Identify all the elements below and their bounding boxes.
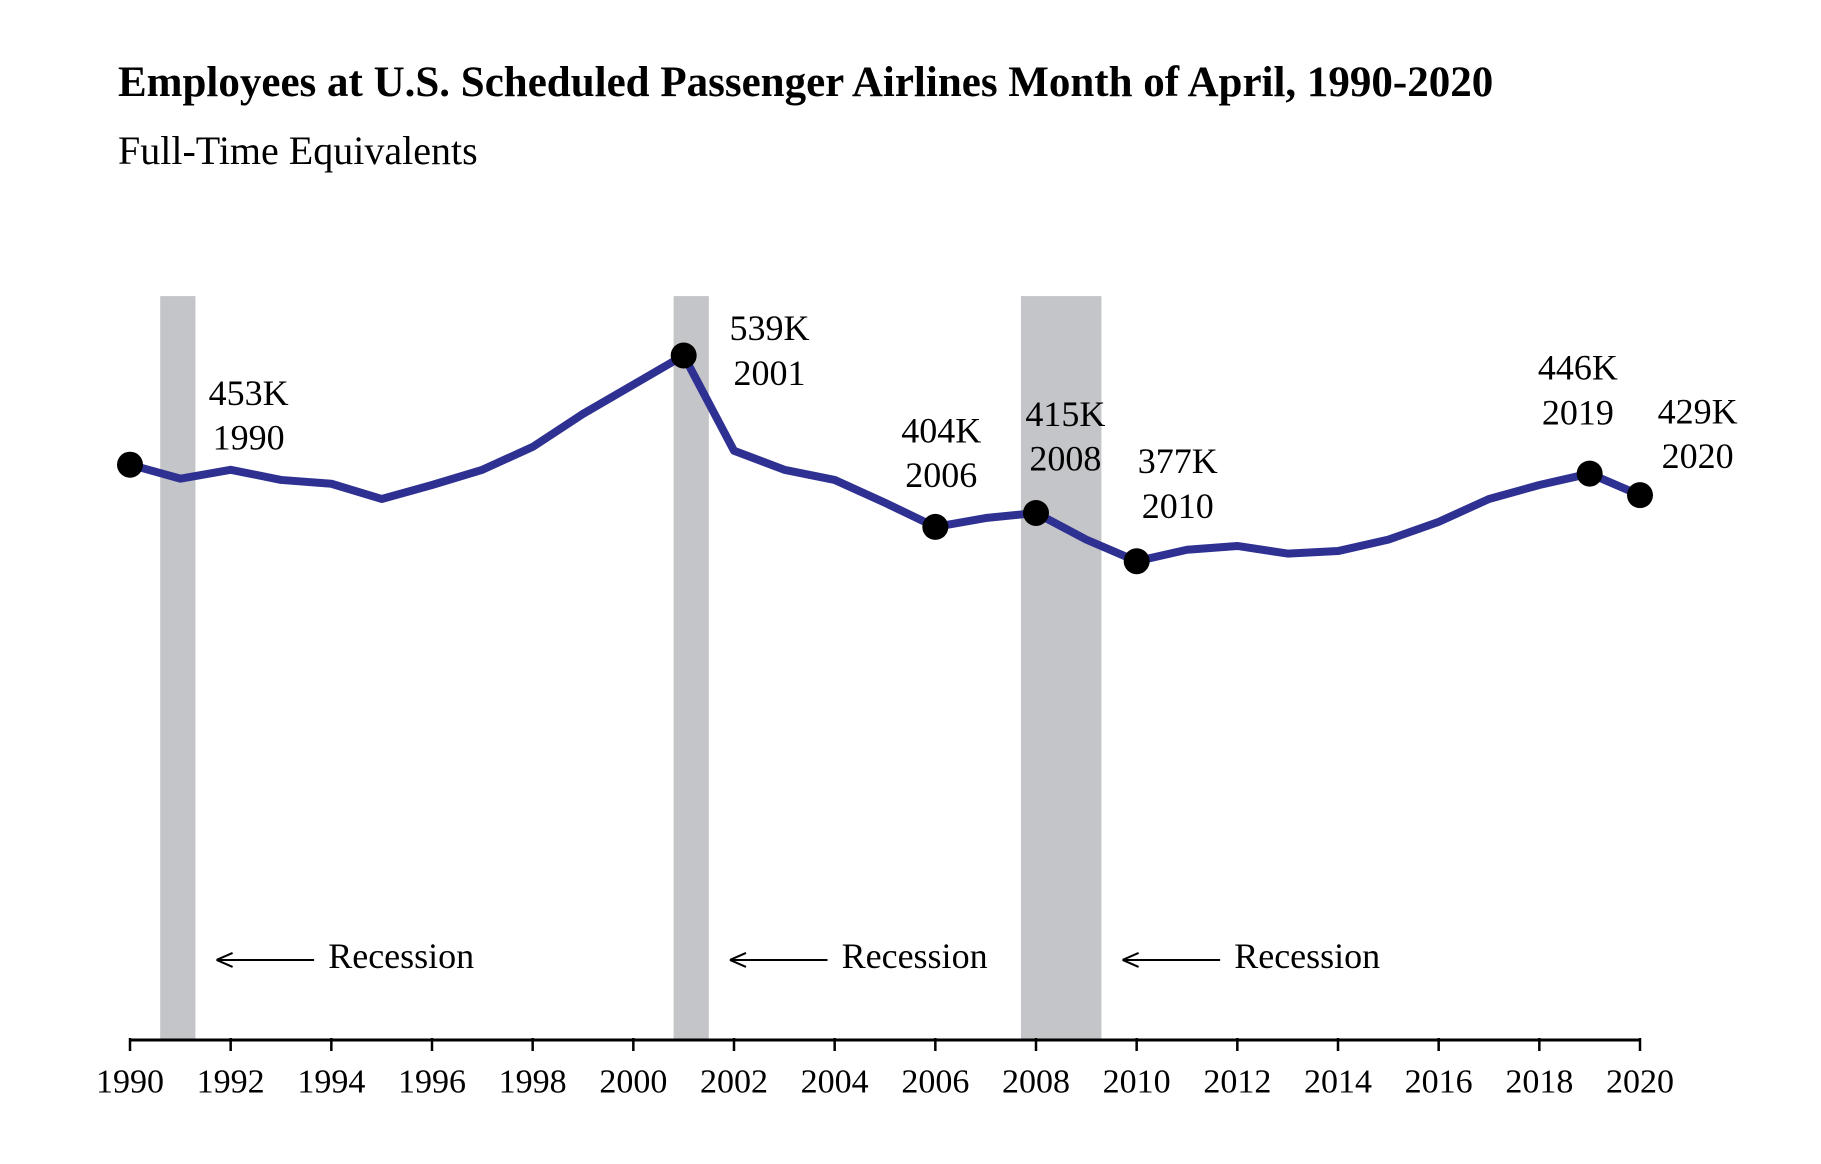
value-label-year: 2008 [1029, 439, 1101, 479]
x-tick-label: 1998 [499, 1063, 567, 1100]
x-tick-label: 2006 [901, 1063, 969, 1100]
value-label: 539K [729, 308, 809, 348]
x-tick-label: 1996 [398, 1063, 466, 1100]
value-label: 453K [209, 373, 289, 413]
x-tick-label: 2004 [801, 1063, 869, 1100]
recession-band [160, 296, 196, 1041]
value-label-year: 2001 [733, 353, 805, 393]
x-tick-label: 2012 [1203, 1063, 1271, 1100]
x-tick-label: 2014 [1304, 1063, 1372, 1100]
data-point [1627, 482, 1653, 509]
value-label: 429K [1658, 392, 1738, 432]
x-tick-label: 1990 [96, 1063, 164, 1100]
value-label: 377K [1138, 441, 1218, 481]
value-label-year: 2020 [1662, 436, 1734, 476]
value-label-year: 2019 [1542, 392, 1614, 432]
recession-arrowhead [1122, 952, 1139, 968]
x-tick-label: 2016 [1405, 1063, 1473, 1100]
recession-band [673, 296, 709, 1041]
value-label: 446K [1538, 348, 1618, 388]
data-point [670, 342, 697, 369]
x-tick-label: 2020 [1606, 1063, 1674, 1100]
x-tick-label: 2000 [599, 1063, 667, 1100]
data-point [1123, 548, 1150, 575]
x-tick-label: 2010 [1103, 1063, 1171, 1100]
data-point [1576, 460, 1603, 487]
data-point [1023, 499, 1049, 526]
recession-label: Recession [328, 936, 474, 976]
value-label-year: 2006 [905, 455, 977, 495]
x-tick-label: 1994 [297, 1063, 365, 1100]
x-tick-label: 2002 [700, 1063, 768, 1100]
x-tick-label: 2008 [1002, 1063, 1070, 1100]
data-point [117, 451, 143, 478]
chart-subtitle: Full-Time Equivalents [118, 128, 478, 173]
recession-label: Recession [842, 936, 988, 976]
chart-title: Employees at U.S. Scheduled Passenger Ai… [118, 59, 1493, 106]
recession-arrowhead [216, 952, 233, 968]
value-label-year: 2010 [1142, 486, 1214, 526]
x-tick-label: 2018 [1505, 1063, 1573, 1100]
value-label-year: 1990 [213, 417, 285, 457]
x-tick-label: 1992 [197, 1063, 265, 1100]
value-label: 404K [901, 410, 981, 450]
recession-label: Recession [1234, 936, 1380, 976]
data-point [922, 513, 949, 540]
recession-arrowhead [729, 952, 747, 968]
recession-band [1020, 296, 1102, 1041]
value-label: 415K [1025, 394, 1105, 434]
data-line [128, 351, 1642, 566]
